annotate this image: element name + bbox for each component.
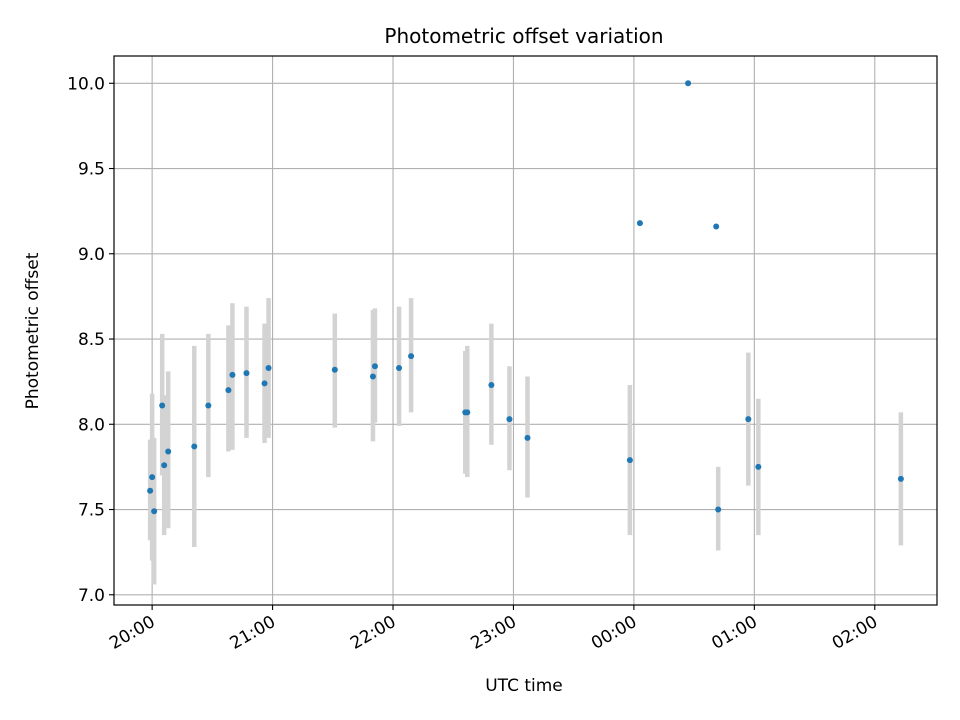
plot-frame [113, 55, 938, 606]
y-tick-label: 9.5 [78, 160, 105, 180]
data-point [151, 508, 158, 515]
data-point [626, 457, 633, 464]
data-point [229, 371, 236, 378]
y-tick-label: 10.0 [67, 74, 105, 94]
data-point [331, 366, 338, 373]
data-point [897, 475, 904, 482]
chart-title: Photometric offset variation [384, 24, 663, 48]
y-tick-label: 9.0 [78, 245, 105, 265]
data-point [243, 370, 250, 377]
y-tick-label: 7.5 [78, 501, 105, 521]
data-point [636, 220, 643, 227]
data-point [755, 463, 762, 470]
x-axis-label: UTC time [485, 676, 563, 696]
data-point [147, 487, 154, 494]
y-axis: 7.0 7.5 8.0 8.5 9.0 9.5 10.0 [67, 74, 114, 606]
y-tick-label: 8.5 [78, 330, 105, 350]
data-point [745, 416, 752, 423]
y-tick-label: 8.0 [78, 415, 105, 435]
data-point [225, 387, 232, 394]
data-point [408, 353, 415, 360]
data-point [161, 462, 168, 469]
y-axis-label: Photometric offset [23, 252, 43, 409]
data-point [165, 448, 172, 455]
data-point [715, 506, 722, 513]
data-point [488, 382, 495, 389]
data-points [147, 80, 904, 515]
data-point [371, 363, 378, 370]
data-point [685, 80, 692, 87]
data-point [713, 223, 720, 230]
data-point [464, 409, 471, 416]
data-point [191, 443, 198, 450]
data-point [369, 373, 376, 380]
data-point [265, 365, 272, 372]
data-point [149, 474, 156, 481]
data-point [205, 402, 212, 409]
data-point [159, 402, 166, 409]
data-point [396, 365, 403, 372]
y-tick-label: 7.0 [78, 586, 105, 606]
data-point [261, 380, 268, 387]
plot-area [114, 56, 937, 605]
data-point [506, 416, 513, 423]
data-point [524, 434, 531, 441]
